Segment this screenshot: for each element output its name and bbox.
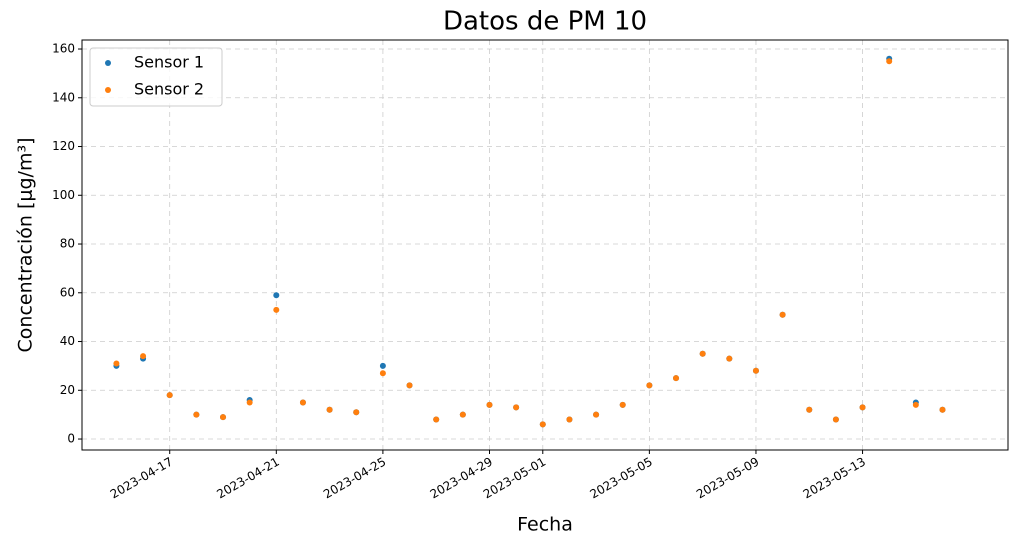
y-tick-label: 20: [60, 383, 75, 397]
point: [459, 411, 466, 418]
point: [140, 353, 147, 360]
plot-frame: [81, 39, 1009, 451]
point: [779, 311, 786, 318]
point: [806, 406, 813, 413]
point: [886, 58, 893, 65]
chart-title: Datos de PM 10: [443, 7, 647, 37]
y-tick-label: 160: [52, 42, 75, 56]
legend-marker: [105, 60, 111, 66]
y-tick-label: 40: [60, 334, 75, 348]
y-tick-label: 0: [67, 432, 75, 446]
y-axis-label: Concentración [μg/m³]: [15, 138, 37, 353]
x-tick-label: 2023-05-09: [694, 454, 761, 501]
point: [433, 416, 440, 423]
y-tick-label: 120: [52, 139, 75, 153]
point: [273, 306, 280, 313]
point: [220, 414, 227, 421]
point: [353, 409, 360, 416]
point: [832, 416, 839, 423]
point: [113, 360, 120, 367]
point: [699, 350, 706, 357]
y-tick-label: 100: [52, 188, 75, 202]
point: [166, 392, 173, 399]
point: [379, 370, 386, 377]
x-tick-label: 2023-04-17: [108, 454, 175, 501]
point: [566, 416, 573, 423]
point: [673, 375, 680, 382]
point: [406, 382, 413, 389]
point: [726, 355, 733, 362]
x-axis-label: Fecha: [517, 514, 573, 536]
point: [326, 406, 333, 413]
point: [912, 401, 919, 408]
point: [539, 421, 546, 428]
legend-label: Sensor 1: [134, 53, 204, 72]
point: [273, 292, 280, 299]
legend-label: Sensor 2: [134, 80, 204, 99]
point: [646, 382, 653, 389]
point: [486, 401, 493, 408]
point: [619, 401, 626, 408]
point: [299, 399, 306, 406]
point: [513, 404, 520, 411]
legend-marker: [105, 87, 111, 93]
point: [939, 406, 946, 413]
x-tick-label: 2023-05-05: [587, 454, 654, 501]
point: [246, 399, 253, 406]
point: [193, 411, 200, 418]
x-tick-label: 2023-05-13: [801, 454, 868, 501]
point: [752, 367, 759, 374]
y-tick-label: 60: [60, 285, 75, 299]
point: [593, 411, 600, 418]
y-tick-label: 140: [52, 90, 75, 104]
legend-box: [89, 47, 223, 107]
point: [859, 404, 866, 411]
point: [379, 362, 386, 369]
x-tick-label: 2023-04-25: [321, 454, 388, 501]
y-tick-label: 80: [60, 237, 75, 251]
x-tick-label: 2023-04-21: [214, 454, 281, 501]
